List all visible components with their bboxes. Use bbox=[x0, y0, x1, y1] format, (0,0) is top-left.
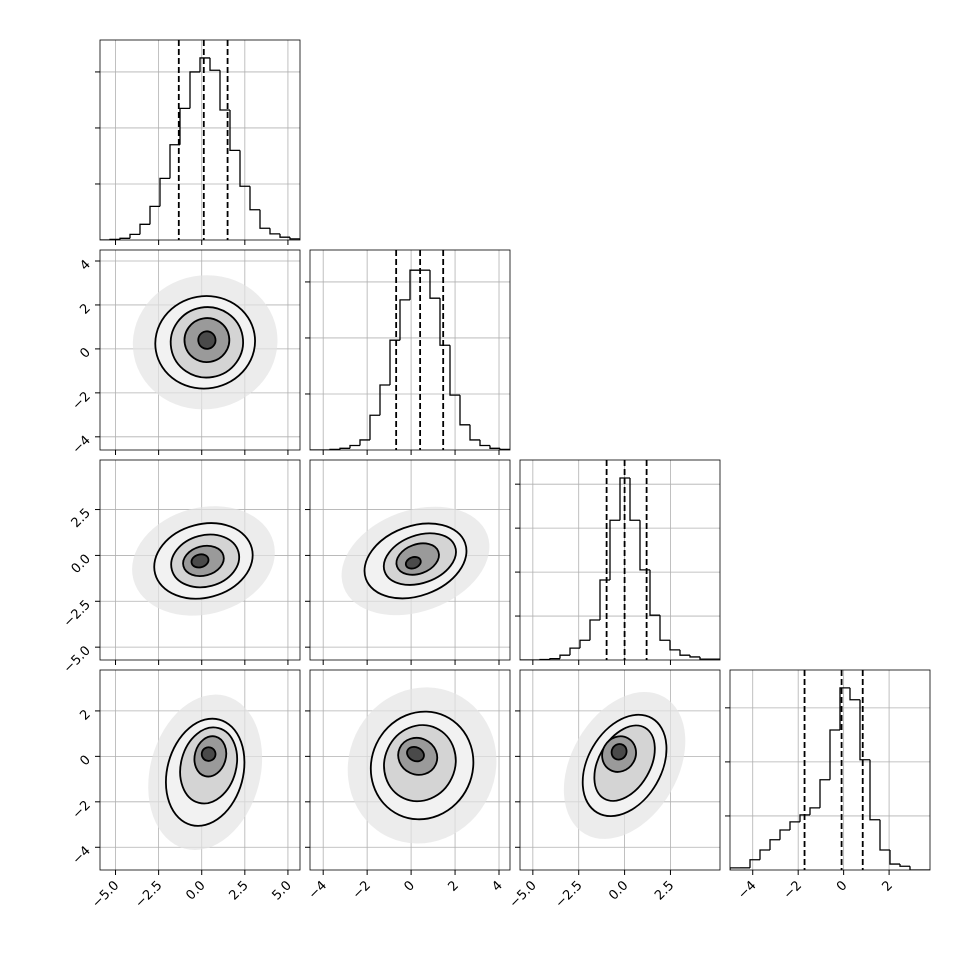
histogram-bar bbox=[660, 615, 670, 640]
panel bbox=[730, 670, 930, 870]
x-tick-label: −2 bbox=[781, 878, 805, 902]
histogram-bar bbox=[490, 446, 500, 449]
x-tick-label: 2 bbox=[879, 878, 895, 894]
histogram-bar bbox=[470, 425, 480, 440]
y-tick-label: 2.5 bbox=[69, 506, 94, 531]
histogram-bar bbox=[810, 808, 820, 815]
histogram-bar bbox=[860, 700, 870, 760]
x-tick-label: −2.5 bbox=[553, 878, 586, 911]
y-tick-label: 2 bbox=[77, 301, 93, 317]
histogram-bar bbox=[690, 655, 700, 657]
x-tick-label: −5.0 bbox=[507, 878, 540, 911]
x-tick-label: −5.0 bbox=[89, 878, 122, 911]
histogram-bar bbox=[370, 415, 380, 440]
histogram-bar bbox=[350, 446, 360, 449]
histogram-bar bbox=[760, 850, 770, 860]
histogram-bar bbox=[780, 830, 790, 840]
histogram-bar bbox=[550, 659, 560, 660]
histogram-bar bbox=[850, 688, 860, 700]
histogram-bar bbox=[400, 300, 410, 340]
histogram-bar bbox=[390, 340, 400, 385]
histogram-bar bbox=[900, 864, 910, 866]
histogram-bar bbox=[890, 850, 900, 864]
panel bbox=[310, 250, 510, 450]
histogram-bar bbox=[910, 866, 920, 870]
histogram-bar bbox=[130, 234, 140, 238]
histogram-bar bbox=[290, 237, 300, 240]
y-tick-label: −4 bbox=[70, 843, 94, 867]
y-tick-label: 0 bbox=[77, 753, 93, 769]
x-tick-label: 0 bbox=[401, 878, 417, 894]
x-tick-label: −4 bbox=[735, 878, 759, 902]
histogram-bar bbox=[380, 385, 390, 415]
histogram-bar bbox=[820, 780, 830, 808]
y-tick-label: 0.0 bbox=[69, 552, 94, 577]
x-tick-label: 2 bbox=[445, 878, 461, 894]
histogram-bar bbox=[670, 640, 680, 650]
histogram-bar bbox=[230, 110, 240, 150]
histogram-bar bbox=[480, 440, 490, 446]
histogram-bar bbox=[560, 655, 570, 659]
histogram-bar bbox=[680, 650, 690, 655]
x-tick-label: 2.5 bbox=[652, 878, 677, 903]
histogram-bar bbox=[260, 210, 270, 228]
y-tick-label: −2 bbox=[70, 389, 94, 413]
histogram-bar bbox=[870, 760, 880, 820]
histogram-bar bbox=[770, 840, 780, 850]
histogram-bar bbox=[160, 178, 170, 206]
x-tick-label: 0 bbox=[834, 878, 850, 894]
y-tick-label: −2 bbox=[70, 798, 94, 822]
histogram-bar bbox=[270, 228, 280, 234]
x-tick-label: 5.0 bbox=[270, 878, 295, 903]
x-tick-label: −2 bbox=[350, 878, 374, 902]
histogram-bar bbox=[340, 448, 350, 449]
histogram-bar bbox=[190, 72, 200, 108]
panel bbox=[100, 250, 300, 450]
x-tick-label: 0.0 bbox=[183, 878, 208, 903]
histogram-bar bbox=[460, 395, 470, 425]
histogram-bar bbox=[250, 186, 260, 210]
histogram-bar bbox=[590, 620, 600, 640]
x-tick-label: 0.0 bbox=[606, 878, 631, 903]
panel bbox=[520, 670, 720, 870]
panel bbox=[100, 670, 300, 870]
histogram-bar bbox=[360, 440, 370, 446]
x-tick-label: −4 bbox=[306, 878, 330, 902]
histogram-bar bbox=[610, 520, 620, 580]
y-tick-label: −4 bbox=[70, 433, 94, 457]
histogram-bar bbox=[120, 238, 130, 239]
histogram-bar bbox=[430, 270, 440, 298]
histogram-bar bbox=[280, 234, 290, 237]
histogram-bar bbox=[600, 580, 610, 620]
y-tick-label: 4 bbox=[77, 257, 93, 273]
panel bbox=[520, 460, 720, 660]
histogram-bar bbox=[180, 108, 190, 144]
histogram-bar bbox=[220, 70, 230, 110]
histogram-bar bbox=[880, 820, 890, 850]
histogram-bar bbox=[210, 58, 220, 70]
histogram-bar bbox=[580, 640, 590, 648]
panel bbox=[100, 460, 300, 660]
y-tick-label: 2 bbox=[77, 707, 93, 723]
histogram-bar bbox=[750, 860, 760, 868]
x-tick-label: 2.5 bbox=[226, 878, 251, 903]
x-tick-label: −2.5 bbox=[133, 878, 166, 911]
histogram-bar bbox=[410, 270, 420, 300]
panel bbox=[310, 663, 522, 870]
histogram-bar bbox=[650, 570, 660, 615]
panel bbox=[310, 460, 510, 660]
histogram-bar bbox=[700, 657, 710, 659]
histogram-bar bbox=[830, 730, 840, 780]
y-tick-label: −2.5 bbox=[61, 598, 94, 631]
y-tick-label: 0 bbox=[77, 345, 93, 361]
histogram-bar bbox=[140, 224, 150, 234]
x-tick-label: 4 bbox=[489, 878, 505, 894]
y-tick-label: −5.0 bbox=[61, 643, 94, 676]
histogram-bar bbox=[640, 520, 650, 570]
panel bbox=[100, 40, 300, 240]
